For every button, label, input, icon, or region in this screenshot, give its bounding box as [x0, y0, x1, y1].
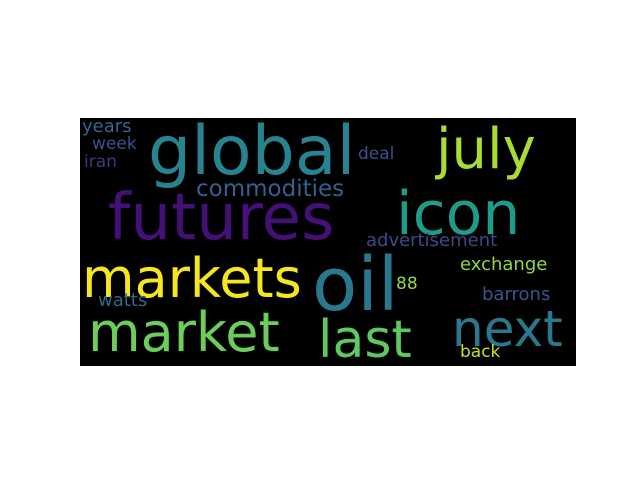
word-markets: markets	[82, 247, 302, 310]
word-next: next	[452, 300, 563, 358]
word-years: years	[82, 118, 132, 137]
word-cloud: global july futures icon commodities dea…	[80, 118, 576, 366]
word-back: back	[460, 342, 501, 362]
word-last: last	[318, 310, 412, 366]
word-barrons: barrons	[482, 284, 551, 305]
word-iran: iran	[84, 152, 117, 172]
word-deal: deal	[358, 144, 395, 164]
word-market: market	[88, 301, 280, 364]
word-icon: icon	[396, 179, 521, 249]
word-watts: watts	[98, 290, 148, 311]
word-88: 88	[396, 274, 418, 294]
word-commodities: commodities	[196, 176, 345, 202]
word-futures: futures	[108, 181, 335, 255]
word-exchange: exchange	[460, 254, 548, 275]
word-july: july	[436, 118, 536, 182]
word-advertisement: advertisement	[366, 230, 498, 251]
word-week: week	[92, 134, 137, 154]
word-global: global	[148, 118, 356, 191]
word-oil: oil	[312, 242, 399, 328]
